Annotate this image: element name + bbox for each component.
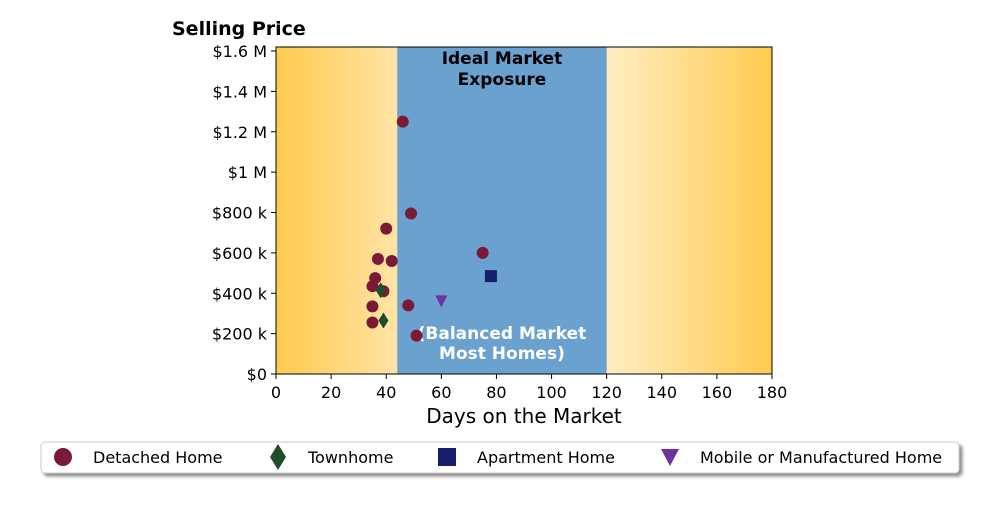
x-axis-title: Days on the Market <box>426 404 622 428</box>
x-tick-label: 180 <box>757 383 788 402</box>
legend: Detached Home Townhome Apartment Home Mobil… <box>40 441 960 474</box>
legend-marker-detached-home <box>54 448 72 466</box>
x-tick-label: 0 <box>271 383 281 402</box>
x-tick-label: 20 <box>321 383 341 402</box>
ideal-market-region <box>397 47 607 374</box>
y-tick-label: $400 k <box>212 284 268 303</box>
point-apartment-home <box>484 270 497 283</box>
legend-marker-mobile-or-manufactured-home <box>661 449 679 466</box>
region-title-line: Exposure <box>458 70 547 90</box>
y-axis-title: Selling Price <box>172 18 306 40</box>
x-tick-label: 60 <box>431 383 451 402</box>
point-townhome <box>375 282 386 299</box>
x-tick-label: 100 <box>536 383 567 402</box>
y-tick-label: $600 k <box>212 244 268 263</box>
point-detached-home <box>476 246 489 259</box>
y-tick-label: $1.4 M <box>212 82 267 101</box>
x-tick-label: 140 <box>647 383 678 402</box>
point-detached-home <box>371 252 384 265</box>
point-detached-home <box>366 316 379 329</box>
region-note-line: (Balanced Market <box>418 324 587 344</box>
x-axis: 0 20 40 60 80 100 120 140 160 180 <box>271 374 787 402</box>
legend-box <box>40 441 960 474</box>
ideal-market-band <box>397 47 607 374</box>
point-detached-home <box>396 115 409 128</box>
x-tick-label: 120 <box>591 383 622 402</box>
point-detached-home <box>402 299 415 312</box>
y-axis: $0 $200 k $400 k $600 k $800 k $1 M $1.2 M $1.4… <box>212 42 276 384</box>
legend-label-detached-home: Detached Home <box>93 448 223 467</box>
point-detached-home <box>385 254 398 267</box>
y-tick-label: $800 k <box>212 204 268 223</box>
point-detached-home <box>405 207 418 220</box>
legend-marker-apartment-home <box>438 448 456 466</box>
point-detached-home <box>410 329 423 342</box>
y-tick-label: $0 <box>247 365 267 384</box>
y-tick-label: $1.2 M <box>212 123 267 142</box>
data-points <box>366 115 497 342</box>
x-tick-label: 160 <box>702 383 733 402</box>
point-townhome <box>378 312 389 329</box>
legend-label-apartment-home: Apartment Home <box>477 448 615 467</box>
y-tick-label: $200 k <box>212 325 268 344</box>
plot-border <box>275 46 773 375</box>
region-note-line: Most Homes) <box>439 344 565 364</box>
point-mobile-or-manufactured-home <box>435 295 448 308</box>
legend-label-townhome: Townhome <box>307 448 393 467</box>
x-tick-label: 40 <box>376 383 396 402</box>
y-tick-label: $1.6 M <box>212 42 267 61</box>
point-detached-home <box>366 300 379 313</box>
legend-marker-townhome <box>270 444 286 470</box>
plot-frame <box>275 46 773 375</box>
x-tick-label: 80 <box>486 383 506 402</box>
point-detached-home <box>366 280 379 293</box>
legend-label-mobile-or-manufactured-home: Mobile or Manufactured Home <box>700 448 942 467</box>
y-tick-label: $1 M <box>228 163 267 182</box>
point-detached-home <box>380 222 393 235</box>
region-title-line: Ideal Market <box>442 49 563 69</box>
